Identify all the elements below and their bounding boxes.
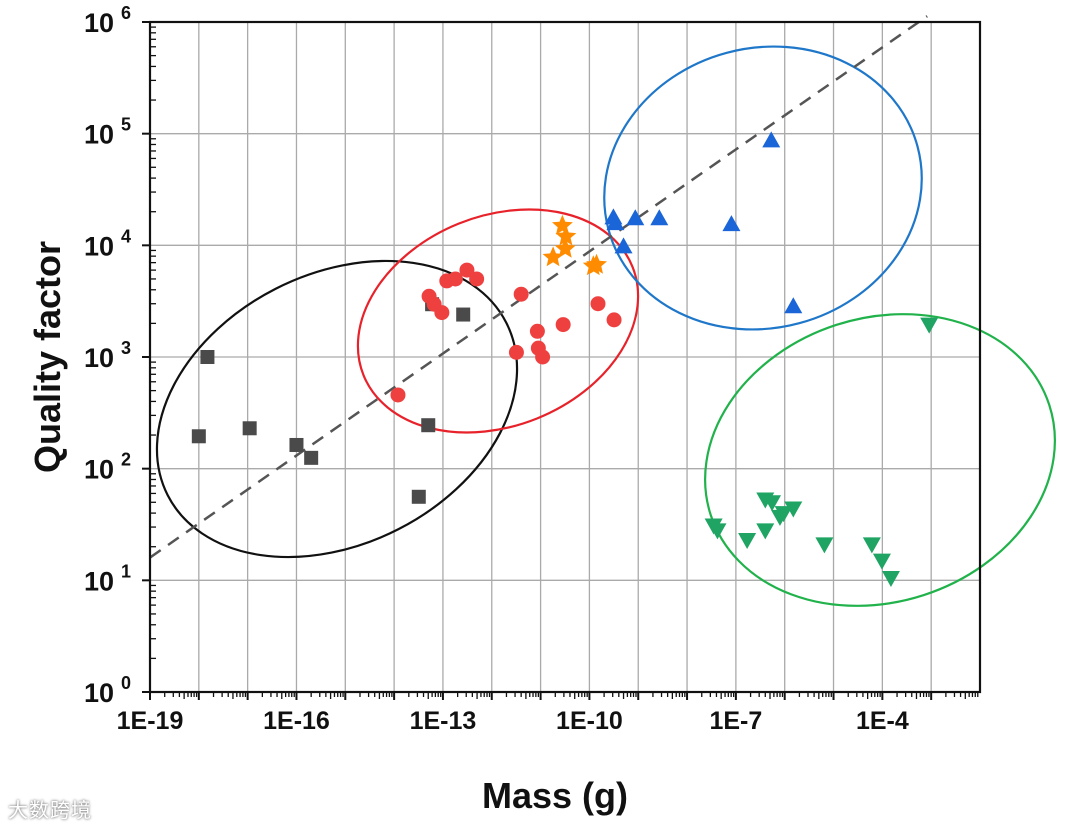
plot-frame — [148, 20, 982, 694]
data-point-triangle-down — [784, 501, 803, 518]
data-point-square — [289, 437, 304, 452]
data-point-star — [555, 225, 577, 246]
y-tick-label-exponent: 2 — [121, 450, 131, 470]
data-point-star — [542, 246, 564, 267]
data-point-square — [421, 418, 436, 433]
series-circles — [390, 262, 622, 403]
group-ellipse-squares — [155, 259, 519, 559]
data-point-square — [304, 450, 319, 465]
data-point-circle — [590, 296, 606, 312]
y-tick-label-exponent: 6 — [121, 3, 131, 23]
data-point-triangle-down — [738, 532, 757, 549]
y-tick-label-exponent: 4 — [121, 226, 131, 246]
y-tick-label: 10 — [84, 455, 114, 485]
series-squares — [191, 297, 471, 504]
x-tick-label: 1E-13 — [410, 707, 477, 735]
x-axis-title: Mass (g) — [482, 775, 628, 816]
y-tick-label: 10 — [84, 8, 114, 38]
series-stars — [542, 214, 607, 276]
data-point-triangle-down — [872, 553, 891, 570]
data-point-star — [586, 253, 607, 274]
data-point-circle — [390, 387, 406, 403]
y-tick-label: 10 — [84, 343, 114, 373]
data-point-triangle-up — [722, 215, 741, 232]
data-point-square — [456, 307, 471, 322]
data-point-circle — [469, 271, 485, 287]
data-point-circle — [434, 305, 450, 321]
data-point-star — [552, 214, 573, 235]
x-tick-label: 1E-16 — [263, 707, 330, 735]
data-point-circle — [447, 271, 463, 287]
data-point-triangle-up — [626, 209, 645, 226]
data-point-triangle-down — [815, 537, 834, 554]
group-ellipse-circles — [356, 208, 640, 434]
data-point-triangle-down — [756, 523, 775, 540]
data-point-triangle-up — [784, 297, 803, 314]
data-point-triangle-down — [881, 570, 900, 587]
data-point-circle — [555, 317, 571, 333]
data-point-triangle-down — [708, 523, 727, 540]
y-tick-label: 10 — [84, 678, 114, 708]
axis-ticks — [142, 21, 979, 700]
data-point-triangle-down — [920, 317, 939, 334]
data-point-circle — [535, 349, 551, 365]
y-tick-label: 10 — [84, 231, 114, 261]
data-point-circle — [529, 323, 545, 339]
data-point-triangle-up — [614, 237, 633, 254]
group-ellipse-triangles-down — [704, 313, 1056, 607]
data-point-triangle-up — [650, 209, 669, 226]
data-point-triangle-down — [862, 537, 881, 554]
data-point-square — [191, 429, 206, 444]
x-tick-label: 1E-4 — [856, 707, 909, 735]
x-tick-label: 1E-10 — [556, 707, 623, 735]
data-point-square — [411, 489, 426, 504]
grid — [150, 22, 980, 692]
y-axis-title: Quality factor — [27, 241, 68, 473]
data-point-square — [200, 350, 215, 364]
data-point-square — [242, 421, 257, 436]
data-point-circle — [459, 262, 475, 278]
series-triangles-up — [604, 131, 803, 314]
group-ellipse-triangles-up — [603, 45, 923, 331]
y-tick-label-exponent: 3 — [121, 338, 131, 358]
data-point-circle — [606, 312, 622, 328]
data-point-star — [554, 237, 576, 258]
data-point-triangle-down — [774, 506, 793, 523]
data-point-triangle-up — [762, 131, 781, 148]
x-tick-label: 1E-7 — [709, 707, 762, 735]
y-tick-label-exponent: 5 — [121, 115, 131, 135]
data-point-circle — [513, 286, 529, 302]
y-tick-label-exponent: 0 — [121, 673, 131, 693]
y-tick-label: 10 — [84, 566, 114, 596]
data-point-circle — [508, 344, 524, 360]
watermark: 大数跨境 — [8, 798, 92, 822]
x-tick-label: 1E-19 — [117, 707, 184, 735]
data-point-triangle-up — [606, 214, 625, 231]
series-triangles-down — [704, 317, 939, 587]
trend-line — [149, 15, 928, 559]
data-point-triangle-down — [763, 495, 782, 512]
y-tick-label-exponent: 1 — [121, 561, 131, 581]
y-tick-label: 10 — [84, 120, 114, 150]
